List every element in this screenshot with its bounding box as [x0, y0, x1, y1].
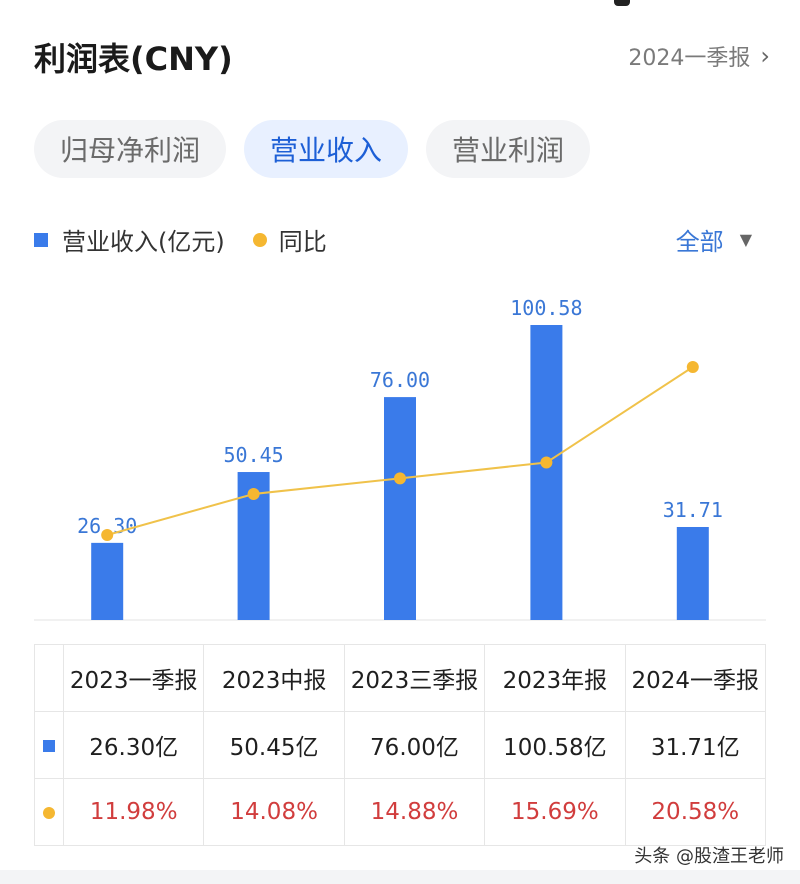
table-header: 2023中报 [203, 644, 345, 712]
table-cell: 76.00亿 [343, 711, 486, 779]
bar-marker-icon [43, 740, 55, 752]
table-corner [34, 644, 64, 712]
revenue-marker [34, 711, 64, 779]
table-cell: 20.58% [624, 778, 767, 846]
table-cell: 11.98% [62, 778, 205, 846]
table-cell: 100.58亿 [484, 711, 626, 779]
watermark: 头条 @股渣王老师 [634, 846, 784, 867]
bar [530, 325, 563, 620]
legend-line-marker [252, 232, 267, 247]
data-table: 2023一季报 2023中报 2023三季报 2023年报 2024一季报 26… [34, 644, 767, 846]
dot-marker-icon [43, 807, 55, 819]
table-row-yoy: 11.98% 14.08% 14.88% 15.69% 20.58% [34, 778, 767, 846]
header: 利润表(CNY) 2024一季报 › [0, 0, 800, 110]
yoy-point [101, 529, 114, 541]
yoy-point [540, 456, 553, 469]
table-cell: 26.30亿 [62, 711, 205, 779]
caret-down-icon: ▼ [739, 230, 752, 249]
legend-bar-label: 营业收入(亿元) [62, 228, 225, 256]
yoy-marker [34, 778, 64, 846]
table-cell: 14.08% [203, 778, 345, 846]
bar-value-label: 76.00 [370, 368, 430, 392]
tab-net-profit[interactable]: 归母净利润 [34, 120, 227, 178]
bottom-strip [0, 870, 800, 884]
tab-revenue[interactable]: 营业收入 [244, 120, 409, 178]
table-row-revenue: 26.30亿 50.45亿 76.00亿 100.58亿 31.71亿 [34, 711, 767, 779]
table-header: 2023年报 [484, 644, 626, 712]
bar-value-label: 100.58 [510, 296, 582, 320]
table-cell: 50.45亿 [203, 711, 345, 779]
bar [384, 397, 416, 620]
table-cell: 15.69% [484, 778, 626, 846]
bar-value-label: 31.71 [663, 498, 723, 522]
period-selector[interactable]: 2024一季报 › [628, 40, 770, 72]
filter-label: 全部 [675, 228, 724, 256]
table-header-row: 2023一季报 2023中报 2023三季报 2023年报 2024一季报 [34, 644, 767, 712]
legend-line-label: 同比 [278, 228, 327, 256]
table-header: 2023三季报 [343, 644, 486, 712]
yoy-point [686, 361, 699, 373]
yoy-point [394, 472, 406, 485]
range-filter[interactable]: 全部 ▼ [676, 222, 752, 257]
table-header: 2024一季报 [624, 644, 767, 712]
period-label: 2024一季报 [628, 46, 751, 71]
table-cell: 14.88% [343, 778, 486, 846]
chart-legend: 营业收入(亿元) 同比 [34, 222, 327, 257]
status-notch [614, 0, 630, 6]
bar [91, 542, 124, 620]
table-header: 2023一季报 [62, 644, 205, 712]
bar-value-label: 50.45 [223, 443, 283, 467]
chevron-right-icon: › [760, 42, 770, 70]
yoy-point [247, 487, 260, 500]
table-cell: 31.71亿 [624, 711, 767, 779]
bar [676, 526, 709, 620]
tab-operating-profit[interactable]: 营业利润 [426, 120, 591, 178]
legend-bar-marker [34, 232, 48, 247]
page-title: 利润表(CNY) [34, 40, 233, 78]
metric-tabs: 归母净利润 营业收入 营业利润 [34, 120, 591, 178]
